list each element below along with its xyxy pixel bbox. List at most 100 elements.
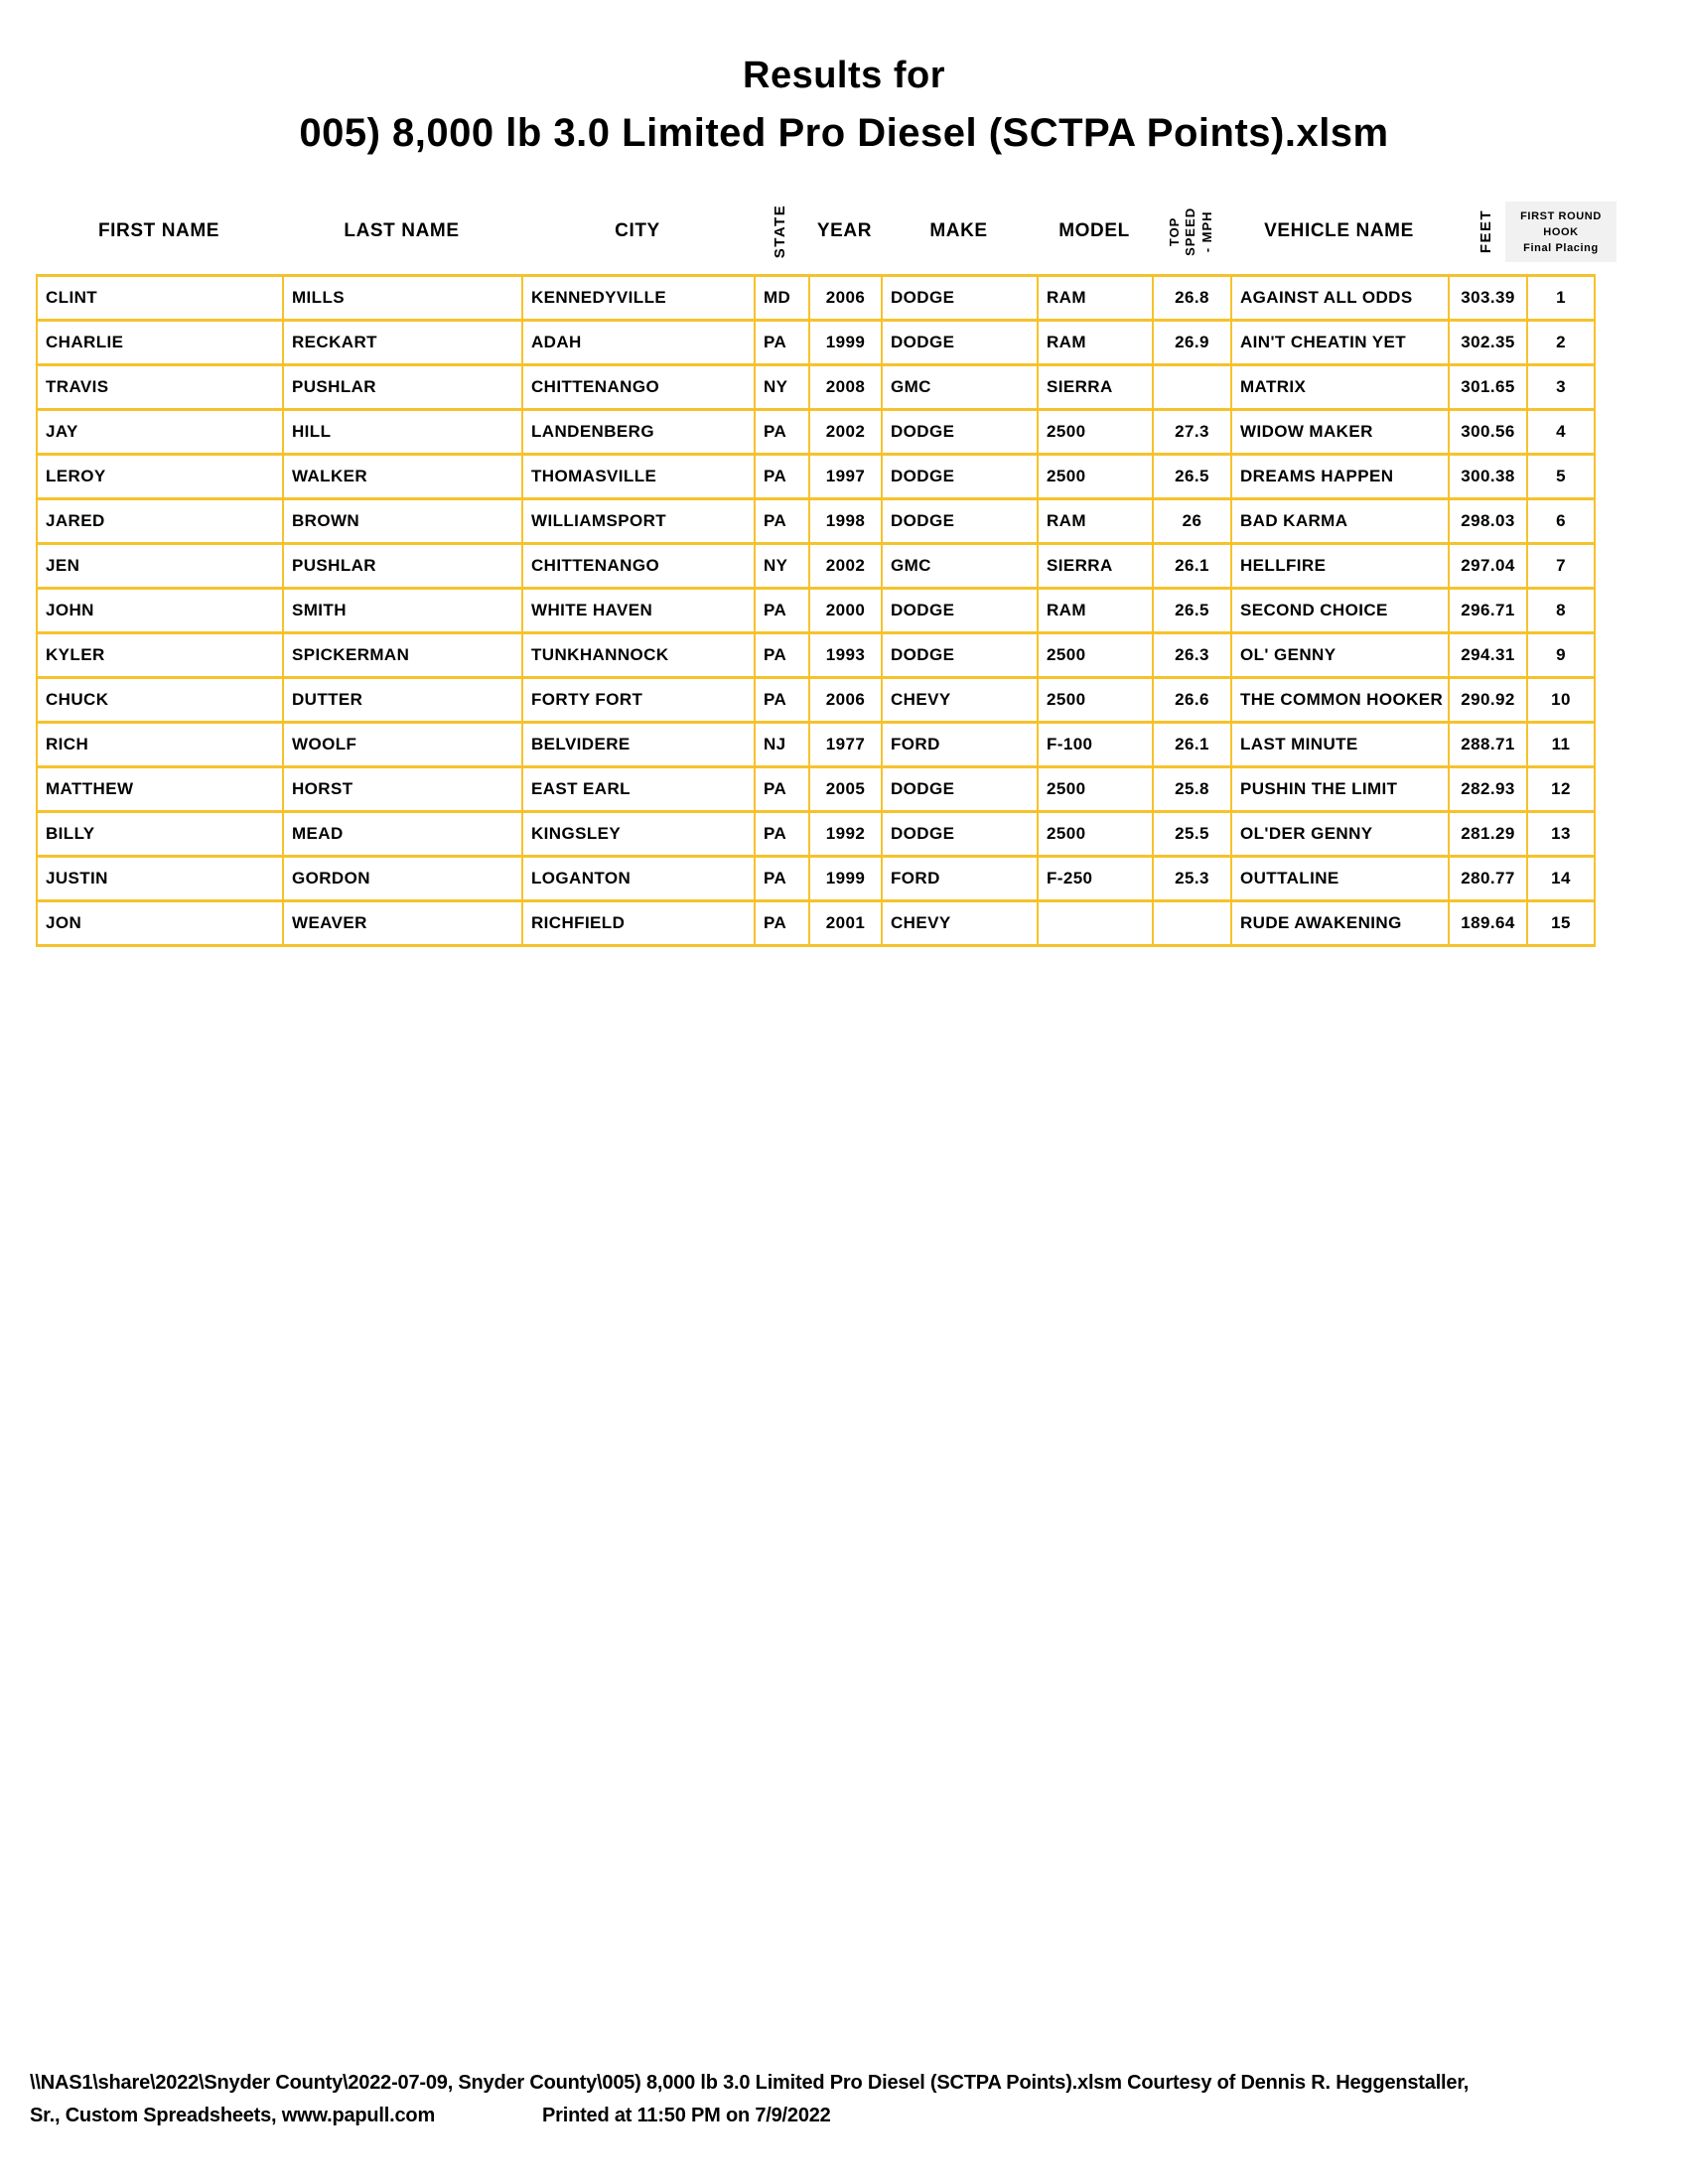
cell-feet: 189.64 — [1448, 901, 1526, 944]
cell-state: PA — [754, 767, 808, 810]
cell-state: PA — [754, 901, 808, 944]
placing-header-box: FIRST ROUND HOOK Final Placing — [1505, 201, 1617, 262]
cell-make: DODGE — [881, 589, 1037, 631]
cell-first-name: JON — [36, 901, 282, 944]
column-header-model: MODEL — [1037, 190, 1152, 274]
column-header-last-name: LAST NAME — [282, 190, 521, 274]
cell-last-name: HORST — [282, 767, 521, 810]
table-row: TRAVIS PUSHLAR CHITTENANGO NY 2008 GMC SIERRA M… — [36, 365, 1596, 411]
cell-vehicle-name: OUTTALINE — [1230, 857, 1448, 899]
column-header-label: LAST NAME — [344, 220, 460, 242]
cell-make: FORD — [881, 723, 1037, 765]
column-header-label: FIRST NAME — [97, 220, 220, 242]
cell-make: FORD — [881, 857, 1037, 899]
cell-last-name: HILL — [282, 410, 521, 453]
cell-feet: 300.56 — [1448, 410, 1526, 453]
cell-feet: 294.31 — [1448, 633, 1526, 676]
cell-make: DODGE — [881, 321, 1037, 363]
cell-top-speed: 26.1 — [1152, 723, 1230, 765]
column-header-state: STATE — [754, 190, 808, 274]
cell-top-speed: 25.5 — [1152, 812, 1230, 855]
cell-top-speed: 26.6 — [1152, 678, 1230, 721]
cell-first-name: CHARLIE — [36, 321, 282, 363]
cell-make: CHEVY — [881, 678, 1037, 721]
cell-last-name: WEAVER — [282, 901, 521, 944]
cell-first-name: JEN — [36, 544, 282, 587]
results-table: FIRST NAME LAST NAME CITY STATE YEAR MAK… — [36, 190, 1617, 947]
cell-top-speed: 25.8 — [1152, 767, 1230, 810]
cell-last-name: GORDON — [282, 857, 521, 899]
cell-first-name: CHUCK — [36, 678, 282, 721]
cell-placing: 1 — [1526, 276, 1596, 319]
cell-make: GMC — [881, 544, 1037, 587]
cell-vehicle-name: OL'DER GENNY — [1230, 812, 1448, 855]
column-header-label: VEHICLE NAME — [1264, 220, 1414, 242]
cell-last-name: SPICKERMAN — [282, 633, 521, 676]
cell-city: KINGSLEY — [521, 812, 754, 855]
table-body: CLINT MILLS KENNEDYVILLE MD 2006 DODGE RAM 26.8… — [36, 273, 1596, 947]
cell-make: DODGE — [881, 276, 1037, 319]
file-title: 005) 8,000 lb 3.0 Limited Pro Diesel (SC… — [299, 110, 1389, 155]
cell-feet: 296.71 — [1448, 589, 1526, 631]
cell-city: EAST EARL — [521, 767, 754, 810]
cell-first-name: TRAVIS — [36, 365, 282, 408]
cell-make: DODGE — [881, 410, 1037, 453]
footer-file-path: \\NAS1\share\2022\Snyder County\2022-07-… — [30, 2072, 1470, 2094]
column-header-label-rotated: FEET — [1477, 209, 1495, 254]
column-header-vehicle-name: VEHICLE NAME — [1230, 190, 1448, 274]
footer-credits: Sr., Custom Spreadsheets, www.papull.com — [30, 2105, 436, 2126]
cell-city: KENNEDYVILLE — [521, 276, 754, 319]
cell-vehicle-name: PUSHIN THE LIMIT — [1230, 767, 1448, 810]
cell-state: PA — [754, 321, 808, 363]
cell-year: 1999 — [808, 321, 881, 363]
cell-vehicle-name: SECOND CHOICE — [1230, 589, 1448, 631]
cell-placing: 5 — [1526, 455, 1596, 497]
table-row: JOHN SMITH WHITE HAVEN PA 2000 DODGE RAM 26.5 SE… — [36, 589, 1596, 634]
cell-make: DODGE — [881, 633, 1037, 676]
cell-city: THOMASVILLE — [521, 455, 754, 497]
cell-city: LANDENBERG — [521, 410, 754, 453]
cell-vehicle-name: BAD KARMA — [1230, 499, 1448, 542]
cell-model: RAM — [1037, 499, 1152, 542]
cell-first-name: MATTHEW — [36, 767, 282, 810]
placing-header-line: HOOK — [1543, 226, 1579, 239]
cell-first-name: BILLY — [36, 812, 282, 855]
cell-make: DODGE — [881, 455, 1037, 497]
column-header-label: YEAR — [816, 220, 873, 242]
cell-state: PA — [754, 812, 808, 855]
cell-last-name: RECKART — [282, 321, 521, 363]
table-header-row: FIRST NAME LAST NAME CITY STATE YEAR MAK… — [36, 190, 1617, 274]
cell-model: RAM — [1037, 321, 1152, 363]
placing-header-line: Final Placing — [1523, 242, 1599, 255]
cell-state: PA — [754, 633, 808, 676]
cell-vehicle-name: AGAINST ALL ODDS — [1230, 276, 1448, 319]
cell-model: 2500 — [1037, 410, 1152, 453]
cell-last-name: WALKER — [282, 455, 521, 497]
cell-model: F-250 — [1037, 857, 1152, 899]
table-row: JEN PUSHLAR CHITTENANGO NY 2002 GMC SIERRA 26.1… — [36, 544, 1596, 590]
cell-model — [1037, 901, 1152, 944]
cell-placing: 3 — [1526, 365, 1596, 408]
cell-vehicle-name: DREAMS HAPPEN — [1230, 455, 1448, 497]
cell-city: CHITTENANGO — [521, 544, 754, 587]
cell-state: PA — [754, 857, 808, 899]
cell-feet: 300.38 — [1448, 455, 1526, 497]
cell-city: BELVIDERE — [521, 723, 754, 765]
cell-last-name: SMITH — [282, 589, 521, 631]
cell-year: 1999 — [808, 857, 881, 899]
column-header-year: YEAR — [808, 190, 881, 274]
cell-city: WILLIAMSPORT — [521, 499, 754, 542]
cell-placing: 2 — [1526, 321, 1596, 363]
page-footer: \\NAS1\share\2022\Snyder County\2022-07-… — [30, 2067, 1668, 2132]
cell-model: 2500 — [1037, 767, 1152, 810]
table-row: JUSTIN GORDON LOGANTON PA 1999 FORD F-250 25.3 O… — [36, 857, 1596, 902]
cell-top-speed: 26.9 — [1152, 321, 1230, 363]
cell-top-speed: 26.1 — [1152, 544, 1230, 587]
cell-make: DODGE — [881, 499, 1037, 542]
cell-model: 2500 — [1037, 455, 1152, 497]
cell-city: ADAH — [521, 321, 754, 363]
table-row: KYLER SPICKERMAN TUNKHANNOCK PA 1993 DODGE 250… — [36, 633, 1596, 679]
cell-placing: 12 — [1526, 767, 1596, 810]
cell-feet: 301.65 — [1448, 365, 1526, 408]
cell-state: NJ — [754, 723, 808, 765]
